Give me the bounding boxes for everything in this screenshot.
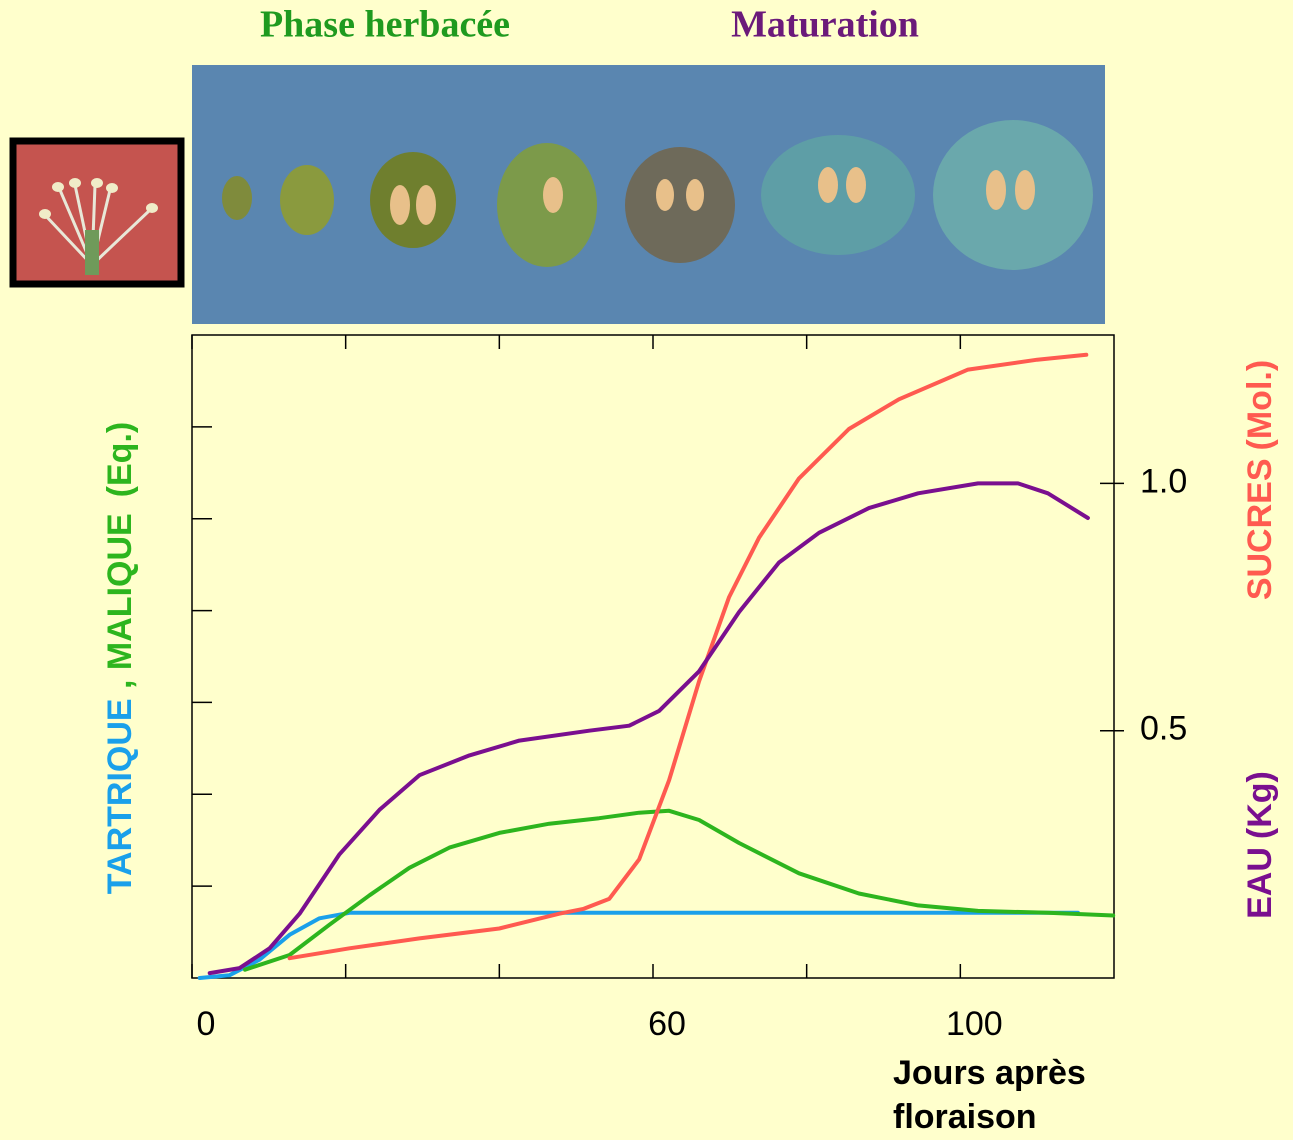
phase-title: Phase herbacée: [260, 4, 510, 46]
y2-axis-title: EAU (Kg): [1241, 771, 1279, 919]
series-line: [197, 910, 1080, 980]
y-axis-title: TARTRIQUE , MALIQUE (Eq.): [101, 422, 139, 894]
axis-title-part: TARTRIQUE: [101, 698, 139, 894]
y2-tick-label: 0.5: [1140, 710, 1187, 748]
axis-title-part: SUCRES: [1241, 458, 1279, 600]
y2-axis-title: SUCRES (Mol.): [1241, 360, 1279, 600]
axis-title-part: ,: [101, 670, 139, 698]
axis-title-part: (Kg): [1241, 771, 1279, 839]
flower-photo: [9, 137, 185, 288]
series-line: [243, 808, 1116, 972]
x-axis-title: floraison: [893, 1098, 1037, 1136]
x-axis-title: Jours après: [893, 1054, 1086, 1092]
axis-title-part: EAU: [1241, 847, 1279, 919]
x-tick-label: 60: [648, 1005, 686, 1043]
plot-frame: [191, 334, 1115, 979]
berries-photo: [192, 65, 1105, 324]
axis-title-part: (Eq.): [101, 422, 139, 498]
series-line: [287, 352, 1089, 961]
y2-tick-label: 1.0: [1140, 462, 1187, 500]
x-tick-label: 0: [197, 1005, 216, 1043]
series-line: [207, 481, 1090, 976]
axis-title-part: MALIQUE: [101, 513, 139, 670]
x-tick-label: 100: [946, 1005, 1003, 1043]
phase-title: Maturation: [731, 4, 919, 46]
axis-title-part: (Mol.): [1241, 360, 1279, 451]
